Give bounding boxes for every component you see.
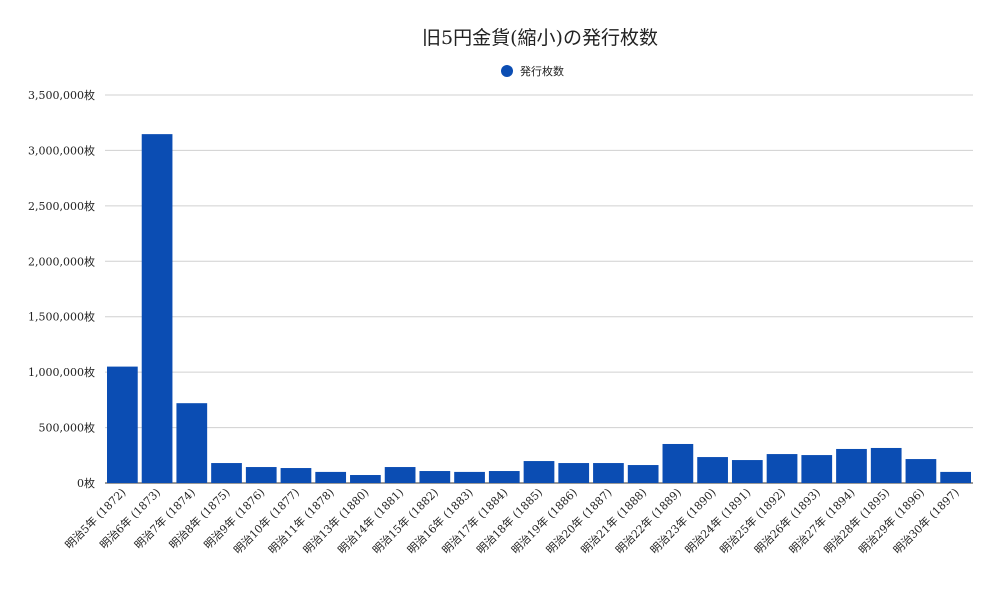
y-tick-label: 500,000枚 <box>39 421 96 435</box>
y-tick-label: 1,500,000枚 <box>28 310 95 324</box>
bar <box>558 463 590 483</box>
bar <box>141 134 173 483</box>
bar <box>870 447 902 483</box>
x-tick-label: 明治9年 (1876) <box>201 485 268 552</box>
legend: 発行枚数 <box>501 64 564 78</box>
bar <box>801 455 833 483</box>
bars <box>107 134 971 483</box>
bar <box>627 465 659 483</box>
bar <box>905 459 937 483</box>
x-tick-label: 明治5年 (1872) <box>62 485 129 552</box>
bar <box>419 471 451 483</box>
y-tick-label: 2,500,000枚 <box>28 199 95 213</box>
bar <box>107 366 138 483</box>
bar <box>488 471 520 483</box>
bar <box>766 454 798 483</box>
y-tick-label: 0枚 <box>77 476 95 490</box>
x-axis: 明治5年 (1872)明治6年 (1873)明治7年 (1874)明治8年 (1… <box>62 485 962 556</box>
bar <box>731 460 763 483</box>
chart-title: 旧5円金貨(縮小)の発行枚数 <box>422 27 658 49</box>
legend-label: 発行枚数 <box>520 64 564 78</box>
bar <box>280 468 312 483</box>
y-tick-label: 3,000,000枚 <box>28 143 95 157</box>
y-tick-label: 2,000,000枚 <box>28 254 95 268</box>
bar <box>662 443 694 483</box>
bar <box>245 467 277 483</box>
bar <box>454 471 485 483</box>
bar <box>697 457 728 483</box>
y-tick-label: 1,000,000枚 <box>28 365 95 379</box>
legend-marker <box>501 65 513 77</box>
bar <box>940 471 971 483</box>
bar <box>593 463 624 483</box>
bar <box>384 467 416 483</box>
gridlines <box>105 94 973 484</box>
bar <box>315 471 347 483</box>
y-tick-label: 3,500,000枚 <box>28 88 95 102</box>
y-axis: 0枚 500,000枚 1,000,000枚 1,500,000枚 2,000,000枚… <box>28 88 95 490</box>
bar <box>836 448 867 483</box>
x-tick-label: 明治8年 (1875) <box>166 485 233 552</box>
bar <box>350 475 381 483</box>
bar <box>211 463 242 483</box>
x-tick-label: 明治7年 (1874) <box>131 485 198 552</box>
bar <box>523 461 555 483</box>
x-tick-label: 明治6年 (1873) <box>97 485 164 552</box>
bar <box>176 403 208 483</box>
